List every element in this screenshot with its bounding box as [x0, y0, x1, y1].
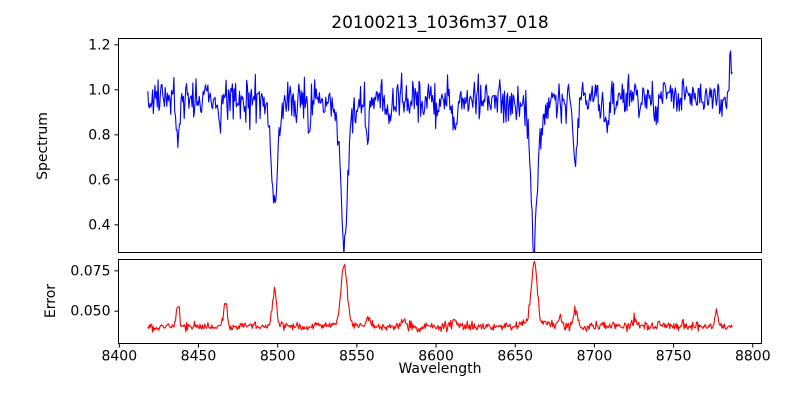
error-axes-frame — [118, 259, 762, 344]
x-tick-label: 8650 — [497, 349, 533, 365]
spectrum-y-axis-label: Spectrum — [35, 112, 51, 180]
error-y-tick-label: 0.075 — [70, 263, 110, 279]
spectrum-axes-frame — [118, 38, 762, 253]
spectrum-y-tick-label: 0.6 — [88, 172, 110, 188]
error-line — [147, 260, 733, 333]
chart-title: 20100213_1036m37_018 — [331, 13, 549, 33]
x-tick-label: 8700 — [577, 349, 613, 365]
x-tick-label: 8400 — [101, 349, 137, 365]
spectrum-y-tick-label: 0.8 — [88, 127, 110, 143]
x-tick-label: 8450 — [181, 349, 217, 365]
error-y-tick-label: 0.050 — [70, 304, 110, 320]
x-axis-label: Wavelength — [398, 361, 482, 377]
x-tick-label: 8550 — [339, 349, 375, 365]
error-y-axis-label: Error — [43, 283, 59, 319]
spectrum-line — [147, 50, 733, 253]
x-tick-label: 8600 — [418, 349, 454, 365]
x-tick-label: 8750 — [656, 349, 692, 365]
spectrum-y-tick-label: 0.4 — [88, 217, 110, 233]
x-tick-label: 8500 — [260, 349, 296, 365]
spectrum-y-tick-label: 1.2 — [88, 37, 110, 53]
x-tick-label: 8800 — [735, 349, 771, 365]
spectrum-y-tick-label: 1.0 — [88, 82, 110, 98]
